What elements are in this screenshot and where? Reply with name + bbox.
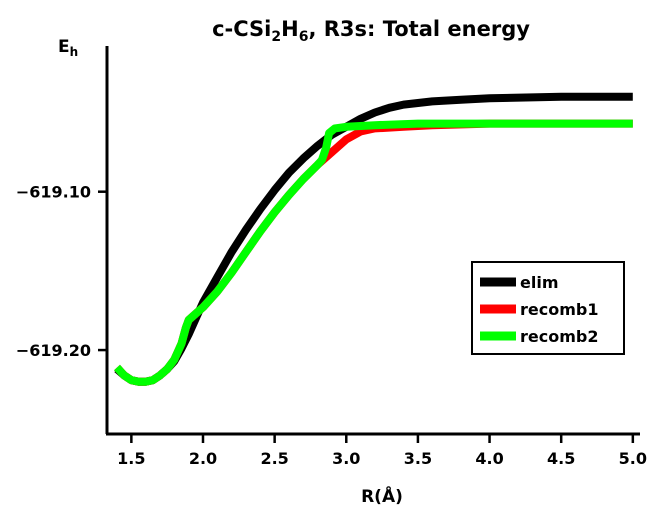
legend-label-recomb1: recomb1: [520, 300, 598, 319]
chart-title: c-CSi2H6, R3s: Total energy: [212, 17, 530, 45]
legend: elim recomb1 recomb2: [471, 261, 625, 355]
y-tick-label: −619.10: [16, 183, 91, 202]
x-tick-label: 2.0: [189, 449, 217, 468]
x-axis-label: R(Å): [361, 484, 403, 507]
x-tick-label: 4.0: [475, 449, 503, 468]
x-tick-label: 3.0: [332, 449, 360, 468]
x-tick-label: 4.5: [547, 449, 575, 468]
x-tick-label: 2.5: [260, 449, 288, 468]
legend-label-recomb2: recomb2: [520, 327, 598, 346]
axis-ticks: 1.5 2.0 2.5 3.0 3.5 4.0 4.5 5.0 −619.10 −619.20: [16, 183, 647, 468]
y-tick-label: −619.20: [16, 341, 91, 360]
series-group: [114, 92, 633, 386]
legend-label-elim: elim: [520, 273, 559, 292]
x-tick-label: 1.5: [117, 449, 145, 468]
x-tick-label: 3.5: [404, 449, 432, 468]
series-line-recomb2: [114, 119, 633, 386]
y-axis-label: Eh: [58, 37, 78, 59]
x-tick-label: 5.0: [619, 449, 647, 468]
